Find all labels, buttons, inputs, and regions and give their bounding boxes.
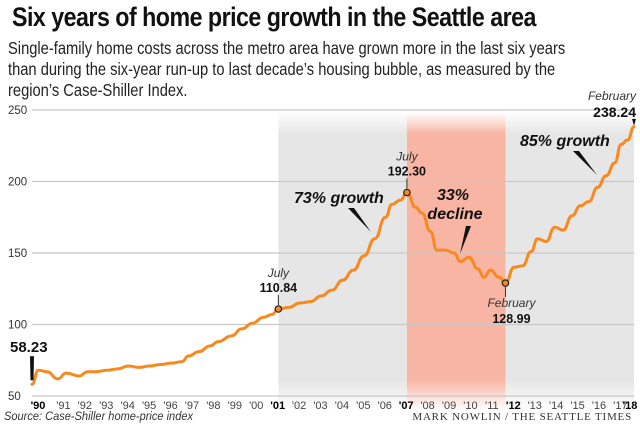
callout-pointer-33 bbox=[460, 226, 471, 254]
series-line bbox=[30, 125, 636, 386]
x-tick-label: '00 bbox=[249, 400, 263, 412]
label-jul2007-value: 192.30 bbox=[388, 165, 426, 179]
x-tick-label: '05 bbox=[356, 400, 370, 412]
x-tick-label: '08 bbox=[420, 400, 434, 412]
callout-pointer-85 bbox=[573, 151, 597, 175]
y-tick-label: 150 bbox=[8, 248, 27, 260]
y-tick-label: 250 bbox=[8, 105, 27, 117]
index-line bbox=[30, 125, 636, 386]
x-tick-label: '96 bbox=[163, 400, 177, 412]
x-tick-label: '11 bbox=[485, 400, 499, 412]
x-tick-label: '90 bbox=[31, 400, 46, 412]
x-tick-label: '12 bbox=[506, 400, 521, 412]
x-tick-label: '14 bbox=[549, 400, 563, 412]
callout-73-growth: 73% growth bbox=[294, 190, 384, 207]
x-tick-label: '02 bbox=[292, 400, 306, 412]
chart-title: Six years of home price growth in the Se… bbox=[12, 2, 536, 32]
chart-subtitle: Single-family home costs across the metr… bbox=[8, 38, 566, 100]
x-tick-label: '16 bbox=[592, 400, 606, 412]
x-tick-label: '13 bbox=[528, 400, 542, 412]
gridlines bbox=[32, 109, 634, 397]
x-tick-label: '97 bbox=[185, 400, 199, 412]
x-tick-label: '15 bbox=[570, 400, 584, 412]
x-tick-label: '95 bbox=[142, 400, 156, 412]
x-tick-label: '99 bbox=[228, 400, 242, 412]
source-note: Source: Case-Shiller home-price index bbox=[4, 409, 194, 423]
marker-jul2007 bbox=[403, 188, 411, 197]
credit-line: MARK NOWLIN / THE SEATTLE TIMES bbox=[412, 411, 632, 423]
label-feb2012-value: 128.99 bbox=[492, 312, 530, 326]
callout-pointer-73 bbox=[348, 208, 371, 232]
x-tick-label: '09 bbox=[442, 400, 456, 412]
shade-fade-top bbox=[278, 112, 634, 134]
shaded-periods bbox=[278, 112, 634, 410]
x-axis-ticks: '90 '91 '92 '93 '94 '95 '96 '97 '98 '99 '00 '01 '02 '… bbox=[31, 400, 638, 412]
label-jul2007-month: July bbox=[395, 150, 418, 164]
pointer-start bbox=[30, 356, 34, 381]
label-feb2018-value: 238.24 bbox=[593, 104, 636, 120]
shade-decline bbox=[406, 112, 506, 410]
y-tick-label: 50 bbox=[8, 391, 21, 403]
label-jul2001-value: 110.84 bbox=[260, 281, 298, 295]
x-tick-label: '06 bbox=[378, 400, 392, 412]
label-jul2001-month: July bbox=[267, 266, 290, 280]
label-feb2012-month: February bbox=[487, 296, 536, 310]
y-tick-label: 100 bbox=[8, 320, 27, 332]
marker-jul2001 bbox=[274, 305, 283, 313]
x-tick-label: '03 bbox=[313, 400, 327, 412]
x-tick-label: '94 bbox=[121, 400, 135, 412]
shade-growth bbox=[278, 112, 407, 410]
pointer-feb2018 bbox=[632, 118, 636, 126]
label-start-value: 58.23 bbox=[10, 339, 48, 356]
annotations: 58.23110.84July192.30JulyFebruary128.992… bbox=[10, 89, 637, 381]
y-axis-ticks: 50 100 150 200 250 bbox=[8, 105, 27, 403]
x-tick-label: '92 bbox=[78, 400, 92, 412]
x-tick-label: '18 bbox=[623, 400, 638, 412]
callout-85-growth: 85% growth bbox=[520, 133, 610, 150]
label-feb2018-month: February bbox=[588, 89, 637, 103]
x-tick-label: '93 bbox=[99, 400, 113, 412]
x-tick-label: '10 bbox=[463, 400, 477, 412]
x-tick-label: '91 bbox=[56, 400, 70, 412]
shade-fade-bottom bbox=[278, 380, 634, 410]
x-tick-label: '98 bbox=[206, 400, 220, 412]
x-tick-label: '17 bbox=[613, 400, 627, 412]
y-tick-label: 200 bbox=[8, 177, 27, 189]
callout-33-line1: 33% bbox=[437, 187, 469, 204]
marker-feb2012 bbox=[501, 279, 510, 287]
x-tick-label: '04 bbox=[335, 400, 349, 412]
x-tick-label: '07 bbox=[399, 400, 414, 412]
callout-33-line2: decline bbox=[427, 206, 482, 223]
x-tick-label: '01 bbox=[270, 400, 285, 412]
